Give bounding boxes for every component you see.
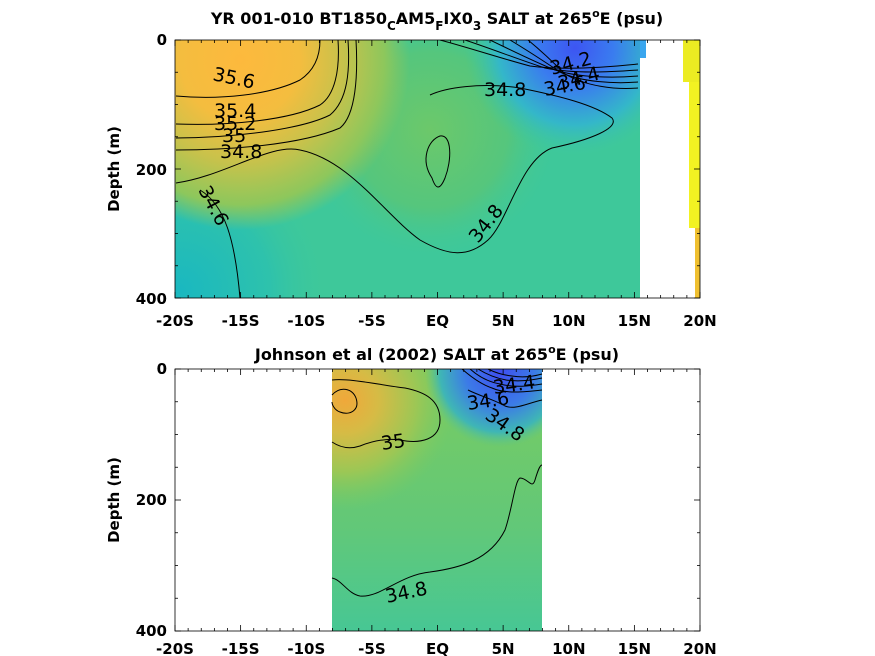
x-tick-label: -20S xyxy=(156,640,194,656)
contour-label: 34.8 xyxy=(220,141,262,163)
x-tick-label: -20S xyxy=(156,312,194,330)
contour-label: 35 xyxy=(222,125,246,147)
x-tick-label: 20N xyxy=(683,312,716,330)
panel-model-x-tick-labels: -20S -15S -10S -5S EQ 5N 10N 15N 20N xyxy=(156,312,717,330)
panel-model-tick-marks xyxy=(174,39,701,299)
x-tick-label: 5N xyxy=(492,640,515,656)
contour-label: 35.4 xyxy=(214,100,256,122)
y-tick-label: 400 xyxy=(136,290,167,308)
panel-observed-field: 35 34.8 34.4 34.6 34.8 xyxy=(331,369,543,631)
panel-observed-title: Johnson et al (2002) SALT at 265oE (psu) xyxy=(254,343,619,364)
contour-label: 35.2 xyxy=(214,113,256,135)
panel-observed-y-axis-label: Depth (m) xyxy=(105,457,123,543)
x-tick-label: 10N xyxy=(552,312,585,330)
panel-model-y-tick-labels: 0 200 400 xyxy=(136,31,167,308)
panel-observed-x-tick-labels: -20S -15S -10S -5S EQ 5N 10N 15N 20N xyxy=(156,640,717,656)
x-tick-label: 20N xyxy=(683,640,716,656)
contour-label: 35 xyxy=(380,430,407,455)
y-tick-label: 200 xyxy=(136,491,167,509)
x-tick-label: EQ xyxy=(426,312,449,330)
panel-model-field: 35.6 35.4 35.2 35 34.8 34.6 34.8 34.8 34… xyxy=(175,40,700,298)
x-tick-label: 15N xyxy=(618,640,651,656)
y-tick-label: 0 xyxy=(157,360,167,378)
panel-observed-tick-marks xyxy=(174,368,701,632)
x-tick-label: -15S xyxy=(222,312,260,330)
x-tick-label: -10S xyxy=(287,312,325,330)
contour-label: 34.8 xyxy=(484,79,526,101)
panel-observed-y-tick-labels: 0 200 400 xyxy=(136,360,167,640)
x-tick-label: -5S xyxy=(358,640,385,656)
panel-model-title: YR 001-010 BT1850CAM5FIX03 SALT at 265oE… xyxy=(210,7,663,33)
y-tick-label: 200 xyxy=(136,161,167,179)
x-tick-label: -15S xyxy=(222,640,260,656)
x-tick-label: 15N xyxy=(618,312,651,330)
y-tick-label: 0 xyxy=(157,31,167,49)
x-tick-label: -5S xyxy=(358,312,385,330)
x-tick-label: 5N xyxy=(492,312,515,330)
contour-lines xyxy=(175,40,639,298)
panel-model: YR 001-010 BT1850CAM5FIX03 SALT at 265oE… xyxy=(105,7,717,330)
panel-observed: Johnson et al (2002) SALT at 265oE (psu)… xyxy=(105,343,717,656)
panel-model-y-axis-label: Depth (m) xyxy=(105,126,123,212)
contour-lines xyxy=(331,369,543,597)
x-tick-label: -10S xyxy=(287,640,325,656)
x-tick-label: 10N xyxy=(552,640,585,656)
x-tick-label: EQ xyxy=(426,640,449,656)
y-tick-label: 400 xyxy=(136,622,167,640)
